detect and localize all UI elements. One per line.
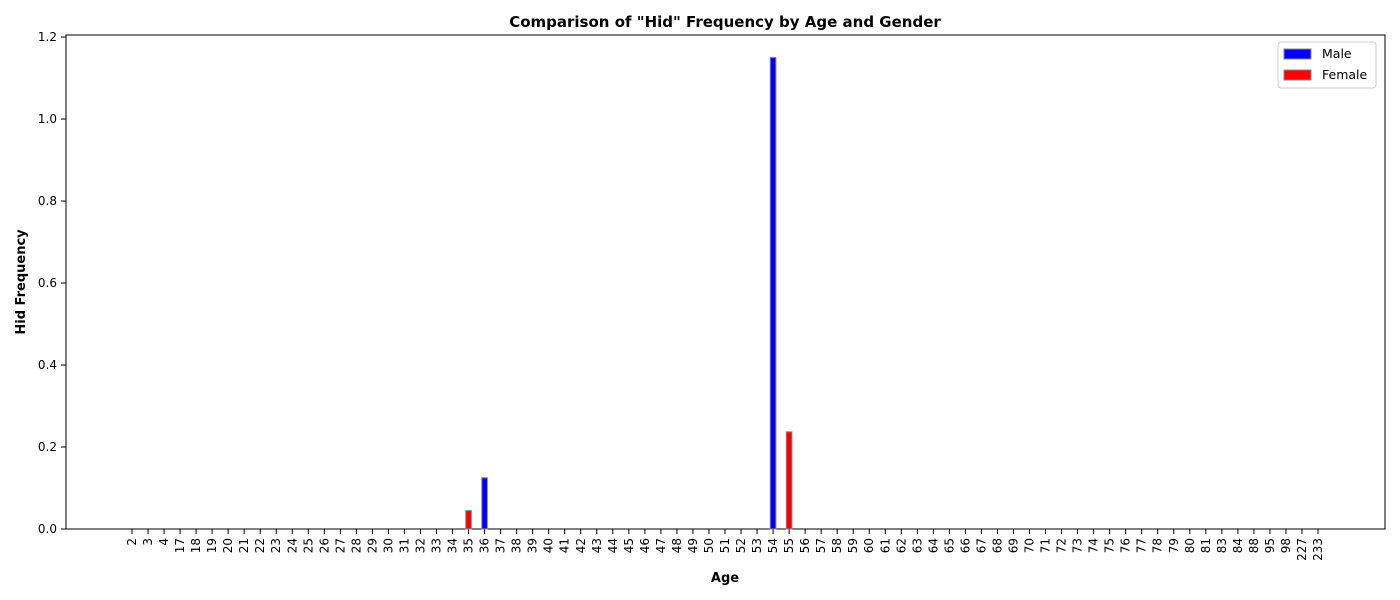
x-tick-label: 21 [237,538,251,553]
x-tick-label: 78 [1151,538,1165,553]
plot-frame [65,34,1386,530]
chart-title: Comparison of "Hid" Frequency by Age and… [509,13,941,31]
x-tick-label: 83 [1215,538,1229,553]
x-tick-label: 62 [894,538,908,553]
x-tick-label: 84 [1231,538,1245,553]
x-tick-label: 23 [269,538,283,553]
x-tick-label: 26 [317,538,331,553]
x-tick-label: 54 [766,538,780,553]
y-tick-label: 0.0 [38,522,57,536]
bar-male [481,477,488,530]
bar-female [465,510,472,530]
x-tick-label: 47 [654,538,668,553]
x-tick-label: 80 [1183,538,1197,553]
x-tick-label: 74 [1087,538,1101,553]
x-tick-label: 18 [189,538,203,553]
x-tick-label: 45 [622,538,636,553]
x-tick-label: 52 [734,538,748,553]
x-axis-label: Age [711,571,739,586]
x-tick-label: 4 [157,538,171,546]
x-tick-label: 20 [221,538,235,553]
legend: Male Female [1277,41,1377,89]
x-tick-label: 27 [333,538,347,553]
x-tick-label: 233 [1311,538,1325,561]
plot-area: 0.00.20.40.60.81.01.22 3 4 17 18 19 20 21 22 23 24… [38,30,1386,561]
x-tick-label: 28 [349,538,363,553]
x-tick-label: 34 [446,538,460,553]
x-tick-label: 19 [205,538,219,553]
x-tick-label: 75 [1103,538,1117,553]
x-tick-label: 3 [141,538,155,546]
x-tick-label: 35 [462,538,476,553]
x-tick-label: 88 [1247,538,1261,553]
x-tick-label: 37 [494,538,508,553]
x-tick-label: 73 [1071,538,1085,553]
x-tick-label: 48 [670,538,684,553]
x-tick-label: 65 [942,538,956,553]
x-tick-label: 49 [686,538,700,553]
x-tick-label: 64 [926,538,940,553]
x-tick-label: 33 [430,538,444,553]
x-tick-label: 227 [1295,538,1309,561]
x-tick-label: 70 [1023,538,1037,553]
x-tick-label: 46 [638,538,652,553]
x-tick-label: 30 [381,538,395,553]
x-tick-label: 57 [814,538,828,553]
x-tick-label: 58 [830,538,844,553]
x-tick-label: 40 [542,538,556,553]
x-tick-label: 69 [1006,538,1020,553]
x-tick-label: 98 [1279,538,1293,553]
x-tick-label: 41 [558,538,572,553]
y-tick-label: 0.6 [38,276,57,290]
x-tick-label: 24 [285,538,299,553]
x-tick-label: 32 [413,538,427,553]
x-tick-label: 43 [590,538,604,553]
x-tick-label: 25 [301,538,315,553]
y-tick-label: 1.2 [38,30,57,44]
y-tick-label: 0.4 [38,358,57,372]
x-tick-label: 66 [958,538,972,553]
bar-male [769,57,777,530]
legend-swatch-male [1283,48,1312,60]
y-tick-label: 0.8 [38,194,57,208]
x-tick-label: 81 [1199,538,1213,553]
x-tick-label: 53 [750,538,764,553]
x-tick-label: 44 [606,538,620,553]
legend-label-male: Male [1322,46,1352,61]
x-tick-label: 17 [173,538,187,553]
x-tick-label: 50 [702,538,716,553]
x-tick-label: 77 [1135,538,1149,553]
x-tick-label: 42 [574,538,588,553]
bar-female [785,431,793,530]
x-tick-label: 55 [782,538,796,553]
x-tick-label: 61 [878,538,892,553]
x-tick-label: 39 [526,538,540,553]
x-tick-label: 51 [718,538,732,553]
x-tick-label: 71 [1039,538,1053,553]
x-tick-label: 59 [846,538,860,553]
x-tick-label: 2 [125,538,139,546]
x-tick-label: 72 [1055,538,1069,553]
x-tick-label: 31 [397,538,411,553]
x-tick-label: 79 [1167,538,1181,553]
x-tick-label: 56 [798,538,812,553]
x-tick-label: 67 [974,538,988,553]
x-tick-label: 68 [990,538,1004,553]
x-tick-label: 60 [862,538,876,553]
x-tick-label: 76 [1119,538,1133,553]
x-tick-label: 95 [1263,538,1277,553]
y-tick-label: 1.0 [38,112,57,126]
y-tick-label: 0.2 [38,440,57,454]
x-tick-label: 29 [365,538,379,553]
x-tick-label: 22 [253,538,267,553]
x-tick-label: 63 [910,538,924,553]
x-tick-label: 38 [510,538,524,553]
x-tick-label: 36 [478,538,492,553]
y-axis-label: Hid Frequency [14,229,29,335]
legend-label-female: Female [1322,67,1368,82]
legend-swatch-female [1283,69,1312,81]
